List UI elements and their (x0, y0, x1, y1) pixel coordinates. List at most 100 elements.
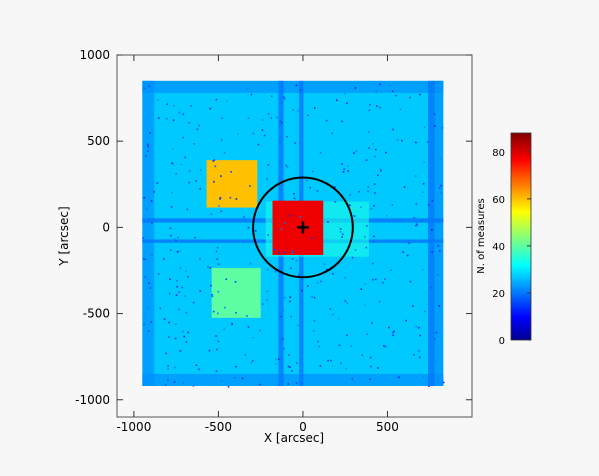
heatmap-speckle (182, 382, 185, 384)
heatmap-speckle (351, 377, 354, 380)
heatmap-overlap-square (206, 160, 258, 208)
heatmap-speckle (354, 87, 357, 89)
heatmap-speckle (409, 96, 411, 99)
heatmap-speckle (157, 273, 160, 275)
heatmap-speckle (176, 285, 178, 288)
heatmap-speckle (369, 378, 371, 381)
heatmap-speckle (433, 113, 436, 115)
heatmap-speckle (313, 296, 316, 299)
heatmap-speckle (350, 345, 352, 347)
heatmap-speckle (266, 290, 269, 293)
heatmap-speckle (211, 293, 213, 296)
heatmap-speckle (409, 280, 412, 283)
heatmap-speckle (295, 362, 298, 364)
heatmap-speckle (334, 200, 337, 203)
heatmap-speckle (377, 367, 379, 369)
heatmap-speckle (165, 352, 167, 355)
heatmap-speckle (192, 301, 195, 304)
heatmap-speckle (293, 192, 295, 195)
heatmap-speckle (379, 168, 382, 170)
heatmap-speckle (185, 341, 188, 343)
heatmap-speckle (252, 360, 254, 362)
heatmap-speckle (292, 109, 295, 112)
heatmap-speckle (291, 250, 294, 253)
heatmap-speckle (158, 117, 160, 119)
heatmap-speckle (145, 208, 148, 210)
heatmap-speckle (196, 128, 199, 131)
heatmap-speckle (346, 302, 349, 305)
heatmap-speckle (151, 222, 153, 224)
heatmap-speckle (368, 109, 371, 112)
heatmap-speckle (313, 320, 316, 322)
heatmap-speckle (355, 150, 358, 153)
heatmap-speckle (331, 313, 334, 316)
heatmap-speckle (422, 183, 425, 185)
heatmap-speckle (312, 330, 315, 332)
heatmap-speckle (374, 278, 377, 281)
heatmap-speckle (175, 294, 178, 296)
heatmap-speckle (358, 190, 360, 193)
heatmap-overlap-square (211, 267, 261, 318)
heatmap-speckle (178, 308, 180, 311)
heatmap-speckle (436, 273, 439, 276)
heatmap-speckle (377, 174, 379, 177)
heatmap-speckle (212, 310, 215, 313)
heatmap-speckle (327, 359, 329, 362)
heatmap-edge-band (434, 80, 444, 386)
heatmap-speckle (213, 180, 215, 183)
heatmap-speckle (402, 251, 404, 253)
heatmap-speckle (184, 295, 187, 297)
heatmap-speckle (368, 131, 370, 133)
heatmap-speckle (220, 175, 222, 177)
heatmap-speckle (433, 142, 435, 144)
heatmap-speckle (368, 147, 370, 149)
heatmap-speckle (413, 216, 416, 219)
heatmap-speckle (199, 290, 202, 292)
heatmap-speckle (167, 336, 170, 338)
heatmap-speckle (172, 148, 174, 150)
heatmap-speckle (229, 196, 232, 199)
heatmap-speckle (299, 89, 302, 91)
heatmap-speckle (247, 226, 250, 229)
x-tick-label: -1000 (116, 420, 151, 434)
heatmap-speckle (194, 236, 196, 239)
heatmap-speckle (351, 379, 354, 382)
heatmap-speckle (169, 249, 172, 252)
heatmap-speckle (360, 288, 363, 290)
heatmap-speckle (291, 258, 294, 260)
heatmap-speckle (147, 330, 150, 332)
heatmap-speckle (187, 276, 189, 278)
heatmap-speckle (353, 152, 355, 154)
heatmap-speckle (148, 85, 151, 87)
heatmap-speckle (383, 345, 385, 347)
heatmap-speckle (213, 159, 216, 161)
heatmap-speckle (379, 83, 381, 86)
heatmap-speckle (408, 242, 410, 244)
heatmap-speckle (174, 366, 176, 369)
heatmap-speckle (345, 367, 347, 370)
heatmap-speckle (432, 314, 434, 316)
heatmap-speckle (310, 237, 313, 239)
heatmap-speckle (319, 280, 322, 283)
heatmap-speckle (267, 164, 270, 166)
heatmap-edge-band (142, 80, 444, 93)
heatmap-speckle (169, 278, 171, 280)
heatmap-speckle (371, 262, 374, 265)
heatmap-speckle (192, 385, 195, 387)
heatmap-speckle (171, 162, 174, 165)
heatmap-speckle (274, 362, 277, 365)
heatmap-speckle (327, 221, 329, 223)
heatmap-speckle (334, 186, 336, 188)
heatmap-speckle (287, 365, 290, 368)
heatmap-speckle (235, 198, 238, 200)
heatmap-speckle (344, 92, 346, 95)
heatmap-speckle (414, 175, 417, 177)
colorbar-tick-label: 20 (492, 289, 505, 300)
heatmap-speckle (431, 251, 433, 253)
plot-frame (116, 54, 473, 418)
heatmap-speckle (283, 251, 286, 254)
heatmap-speckle (164, 384, 167, 387)
heatmap-speckle (424, 310, 426, 313)
heatmap-speckle (341, 233, 344, 236)
heatmap-speckle (284, 222, 286, 225)
